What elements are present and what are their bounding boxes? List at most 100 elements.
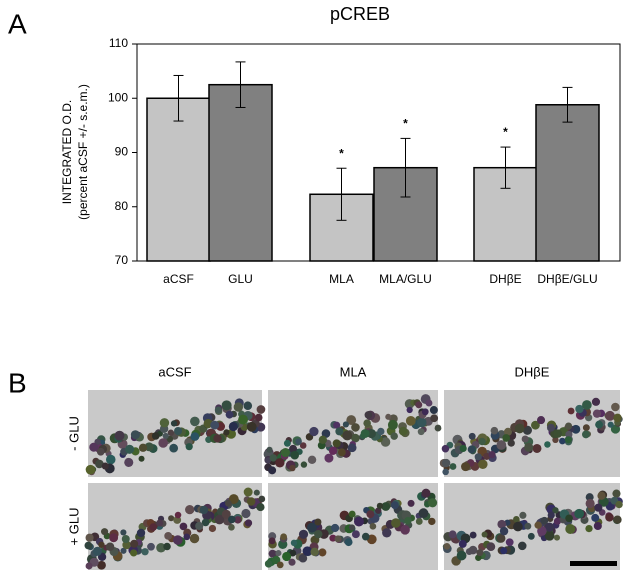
cell (415, 518, 423, 525)
cell (442, 468, 449, 476)
cell (120, 529, 127, 536)
cell (159, 418, 170, 428)
cell (234, 516, 242, 524)
cell (486, 542, 496, 552)
cell (481, 531, 488, 538)
cell (615, 500, 623, 509)
cell (298, 529, 309, 539)
cell (141, 548, 149, 556)
cell (522, 425, 532, 435)
cell (225, 410, 234, 419)
cell (544, 530, 555, 541)
cell (469, 531, 477, 539)
cell (363, 419, 371, 427)
cell (611, 402, 620, 412)
cell (585, 524, 593, 533)
cell (97, 560, 106, 570)
cell (101, 462, 109, 470)
cell (564, 422, 573, 430)
cell (244, 519, 253, 527)
cell (613, 515, 622, 524)
cell (476, 549, 484, 557)
cell (300, 461, 308, 468)
cell (360, 429, 370, 438)
column-label: aCSF (158, 364, 191, 379)
cell (429, 406, 438, 415)
cell (519, 511, 527, 519)
cell (527, 532, 535, 540)
cell (302, 546, 313, 556)
cell (174, 426, 183, 435)
cell (162, 432, 169, 440)
y-tick-label: 110 (109, 36, 128, 50)
cell (256, 405, 266, 414)
cell (351, 530, 360, 539)
cell (434, 424, 442, 432)
cell (84, 541, 93, 550)
cell (85, 533, 94, 542)
cell (361, 532, 370, 541)
cell (333, 421, 341, 429)
error-bar (173, 74, 184, 122)
cell (105, 542, 115, 552)
cell (125, 444, 135, 454)
cell (85, 562, 93, 570)
cell (565, 430, 573, 438)
cell (496, 440, 507, 450)
cell (309, 426, 319, 437)
cell (567, 407, 575, 415)
cell (185, 443, 193, 451)
cell (264, 457, 272, 464)
cell (199, 505, 209, 515)
cell (597, 491, 606, 500)
cell (347, 443, 357, 453)
cell (156, 519, 164, 527)
cell (92, 546, 102, 556)
cell (456, 550, 467, 561)
cell (585, 493, 594, 502)
column-label: MLA (340, 364, 367, 379)
cell (382, 528, 392, 538)
cell (591, 397, 601, 406)
x-tick-label: DHβE (489, 272, 521, 286)
significance-marker: * (339, 146, 344, 160)
cell (241, 508, 251, 519)
cell (398, 426, 408, 436)
cell (151, 432, 160, 440)
cell (190, 432, 200, 441)
cell (138, 443, 148, 452)
cell (158, 438, 168, 448)
cell (210, 420, 220, 430)
cell (531, 420, 540, 430)
cell (167, 429, 175, 436)
cell (321, 429, 331, 438)
cell (425, 399, 433, 407)
cell (282, 551, 292, 562)
cell (124, 457, 134, 467)
error-bar (562, 86, 573, 123)
cell (427, 498, 438, 508)
cell (377, 427, 385, 436)
x-tick-label: GLU (228, 272, 253, 286)
cell (109, 533, 119, 543)
cell (264, 560, 273, 568)
cell (114, 430, 125, 441)
cell (268, 466, 277, 475)
cell (269, 454, 277, 462)
cell (565, 524, 576, 535)
cell (221, 400, 232, 411)
cell (547, 511, 555, 519)
bar (535, 104, 600, 262)
cell (324, 453, 334, 463)
cell (565, 514, 573, 523)
cell (98, 541, 105, 549)
x-tick-label: MLA (329, 272, 354, 286)
cell (179, 522, 188, 531)
cell (441, 445, 450, 453)
cell (280, 448, 291, 458)
cell (546, 423, 555, 432)
cell (564, 436, 573, 444)
cell (348, 510, 356, 518)
cell (582, 430, 590, 439)
